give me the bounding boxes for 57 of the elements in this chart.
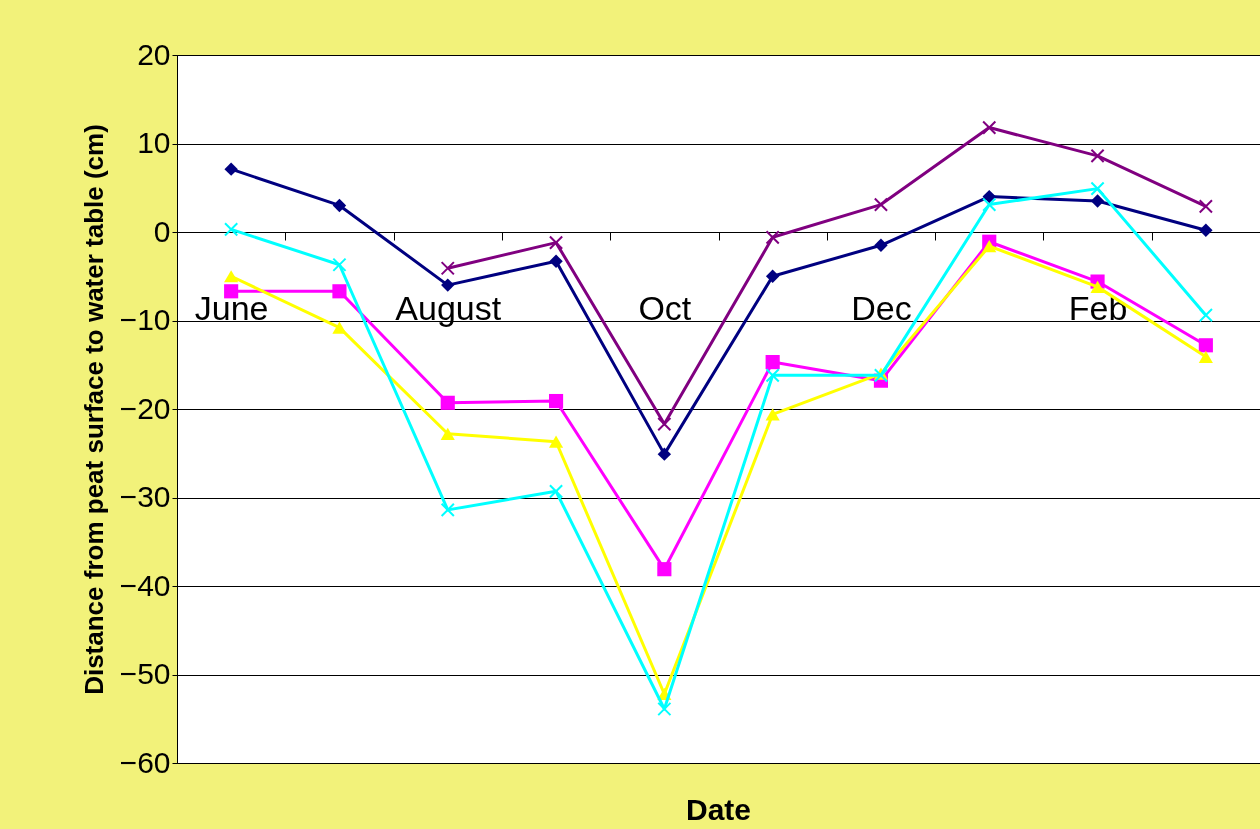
y-tick-label: −50 <box>119 657 171 690</box>
point <box>1090 181 1105 196</box>
x-tick-label: June <box>194 288 269 327</box>
point <box>1090 148 1105 164</box>
point <box>874 238 888 252</box>
point <box>440 502 455 518</box>
x-tick-label: Oct <box>638 288 692 327</box>
point <box>440 261 455 276</box>
point <box>548 235 564 250</box>
point <box>332 198 347 213</box>
x-tick-label: August <box>395 288 502 327</box>
y-tick-label: 20 <box>137 37 171 71</box>
point <box>982 189 996 204</box>
x-tick-label: Feb <box>1068 288 1128 327</box>
x-tick-label: Dec <box>851 288 912 327</box>
point <box>1198 308 1213 323</box>
y-tick-label: −30 <box>119 480 171 513</box>
point <box>1090 280 1105 293</box>
point <box>549 254 563 268</box>
point <box>441 278 455 292</box>
point <box>765 230 780 245</box>
point <box>332 321 347 334</box>
point <box>765 408 780 421</box>
y-tick-label: −40 <box>119 568 171 602</box>
point <box>548 393 564 409</box>
point <box>332 284 347 299</box>
point <box>657 416 672 432</box>
point <box>657 562 672 577</box>
point <box>1198 338 1213 353</box>
point <box>1199 223 1213 237</box>
point <box>224 162 238 176</box>
x-axis-title: Date <box>685 793 752 826</box>
point <box>548 484 564 499</box>
point <box>982 197 997 212</box>
point <box>765 355 780 370</box>
point <box>1198 199 1213 214</box>
point <box>873 197 889 212</box>
point <box>332 257 347 272</box>
point <box>224 270 239 283</box>
y-tick-label: 0 <box>153 214 171 248</box>
point <box>1198 350 1213 363</box>
point <box>657 447 672 461</box>
point <box>440 427 455 440</box>
point <box>440 395 455 410</box>
point <box>765 368 780 383</box>
point <box>1090 194 1105 208</box>
point <box>548 435 564 448</box>
y-tick-label: −10 <box>119 303 171 336</box>
point <box>657 701 672 717</box>
y-axis-title: Distance from peat surface to water table (cm) <box>78 124 109 695</box>
point <box>982 120 997 135</box>
y-tick-label: −20 <box>119 391 171 425</box>
y-tick-label: 10 <box>137 126 171 159</box>
point <box>765 269 780 283</box>
point <box>224 222 239 237</box>
point <box>982 240 997 253</box>
y-tick-label: −60 <box>119 745 171 779</box>
